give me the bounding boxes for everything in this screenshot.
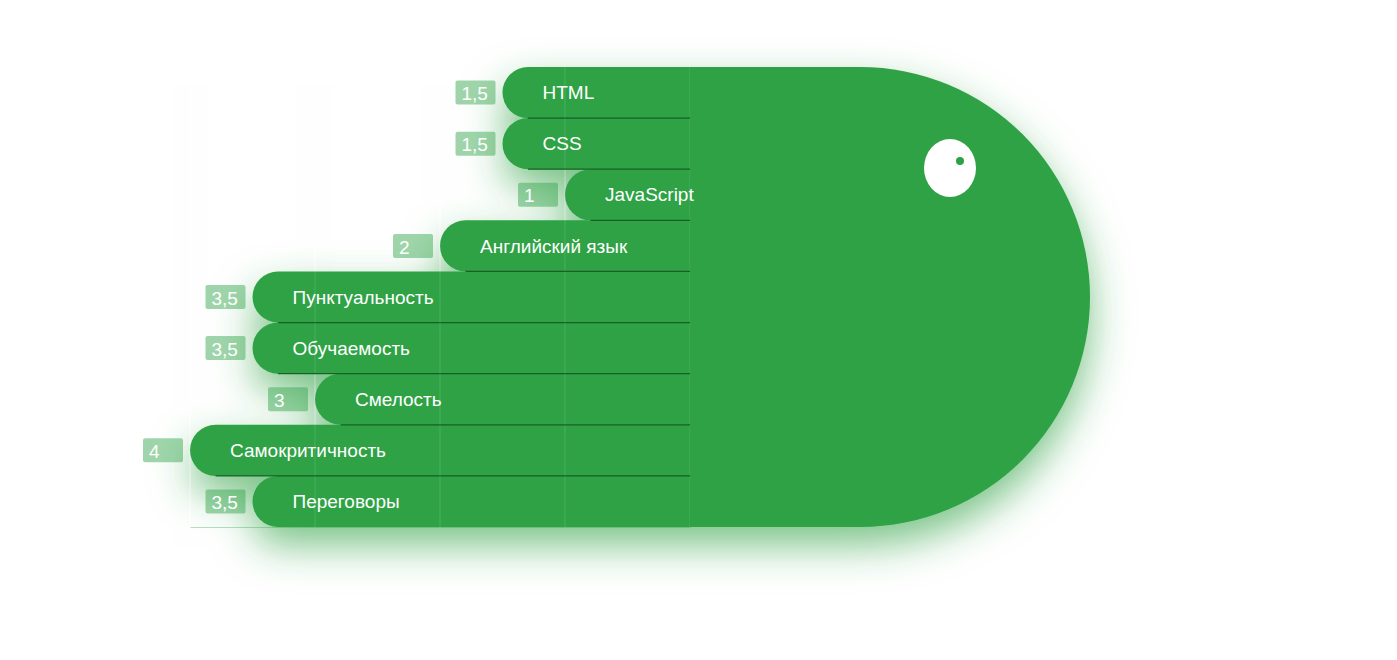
category-label: Переговоры <box>293 491 400 512</box>
category-label: CSS <box>543 133 582 154</box>
separator <box>278 322 690 323</box>
data-label: 2 <box>399 237 410 258</box>
data-label: 1,5 <box>462 83 488 104</box>
category-label: Английский язык <box>480 236 628 257</box>
bar <box>253 476 691 527</box>
separator <box>341 424 690 425</box>
value-badge <box>268 387 308 411</box>
data-label: 3,5 <box>212 288 238 309</box>
category-label: Смелость <box>355 389 442 410</box>
separator <box>278 373 690 374</box>
value-badge <box>143 438 183 462</box>
data-label: 1,5 <box>462 134 488 155</box>
category-label: JavaScript <box>605 184 694 205</box>
chart: HTML CSS JavaScript Английский язык Пунктуал… <box>0 0 1397 660</box>
bar <box>253 271 691 322</box>
body <box>688 67 1090 527</box>
data-label: 3 <box>274 390 285 411</box>
value-badge <box>456 132 496 156</box>
separator <box>216 475 690 476</box>
data-label: 4 <box>149 441 160 462</box>
data-label: 3,5 <box>212 492 238 513</box>
creature <box>190 67 1090 527</box>
category-label: HTML <box>543 82 595 103</box>
value-badge <box>393 234 433 258</box>
value-badge <box>456 81 496 105</box>
separator <box>591 220 690 221</box>
bar <box>565 169 690 220</box>
bar <box>503 118 691 169</box>
bar <box>503 67 691 118</box>
bar <box>315 374 690 425</box>
axis-line <box>191 527 691 528</box>
bar <box>253 323 691 374</box>
grid-line <box>690 67 691 527</box>
value-badge <box>206 336 246 360</box>
data-label: 3,5 <box>212 339 238 360</box>
value-badge <box>518 183 558 207</box>
separator <box>466 271 690 272</box>
data-label: 1 <box>524 185 535 206</box>
category-label: Обучаемость <box>293 338 411 359</box>
separator <box>528 118 690 119</box>
category-label: Пунктуальность <box>293 287 434 308</box>
value-badge <box>206 489 246 513</box>
plot-area <box>190 67 690 527</box>
separator <box>528 169 690 170</box>
grid-line <box>190 67 191 527</box>
grid-line <box>440 67 441 527</box>
category-label: Самокритичность <box>230 440 386 461</box>
value-badge <box>206 285 246 309</box>
x-axis <box>191 527 691 529</box>
pupil <box>956 157 964 165</box>
eye <box>924 139 976 197</box>
